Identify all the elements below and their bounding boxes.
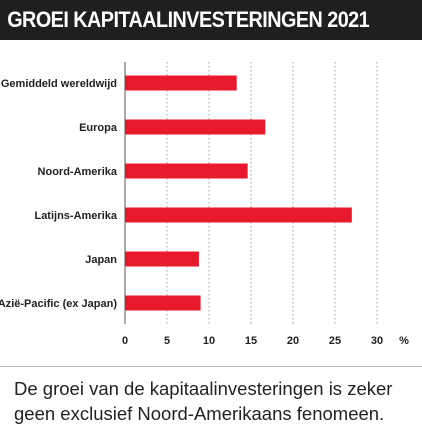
bar-4 [125, 251, 199, 267]
x-tick-label-5: 5 [164, 335, 170, 347]
category-label-1: Europa [79, 122, 118, 134]
category-label-5: Azië-Pacific (ex Japan) [0, 298, 117, 310]
x-tick-label-0: 0 [122, 335, 128, 347]
x-tick-label-15: 15 [245, 335, 257, 347]
x-unit-label: % [399, 335, 409, 347]
chart-title: GROEI KAPITAALINVESTERINGEN 2021 [7, 7, 370, 32]
bar-3 [125, 207, 352, 223]
bar-2 [125, 163, 248, 179]
category-label-4: Japan [85, 254, 117, 266]
bar-0 [125, 75, 237, 91]
category-label-0: Gemiddeld wereldwijd [1, 78, 117, 90]
divider [0, 366, 422, 367]
x-tick-label-30: 30 [371, 335, 383, 347]
bar-chart: Gemiddeld wereldwijd Europa Noord-Amerika L… [0, 62, 409, 347]
category-label-3: Latijns-Amerika [34, 210, 117, 222]
title-bar: GROEI KAPITAALINVESTERINGEN 2021 [0, 0, 422, 40]
bar-1 [125, 119, 266, 135]
x-tick-label-20: 20 [287, 335, 299, 347]
x-tick-label-25: 25 [329, 335, 341, 347]
caption: De groei van de kapitaalinvesteringen is… [14, 378, 393, 424]
x-tick-label-10: 10 [203, 335, 215, 347]
bar-5 [125, 295, 201, 311]
category-label-2: Noord-Amerika [38, 166, 118, 178]
